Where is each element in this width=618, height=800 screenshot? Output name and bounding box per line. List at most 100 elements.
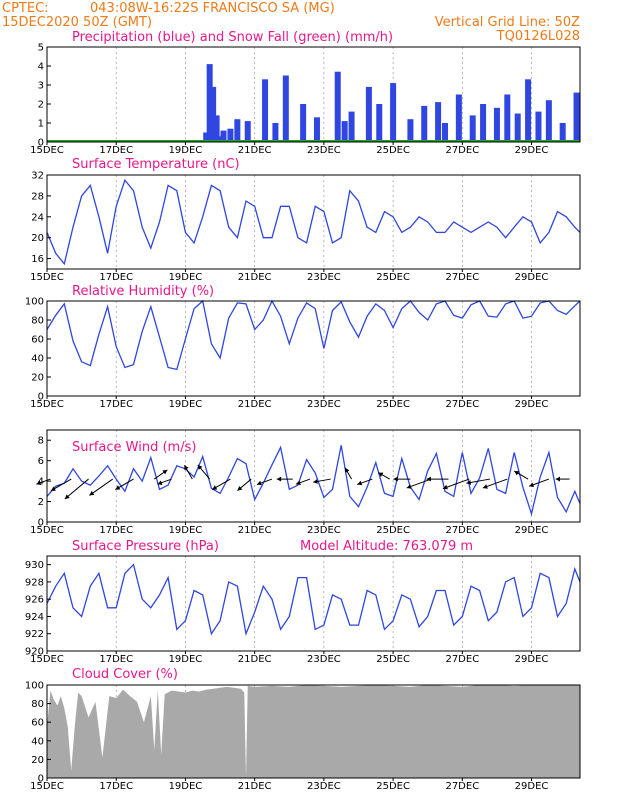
xtick-label: 21DEC [238,654,272,665]
ytick-label: 80 [31,316,44,327]
precip-bar [545,100,552,142]
precip-bar [262,79,269,142]
humidity-frame [46,300,581,397]
xtick-label: 27DEC [445,781,479,792]
model-label: TQ0126L028 [496,29,580,44]
wind-arrow-shaft [442,478,470,490]
temp-title: Surface Temperature (nC) [72,157,240,172]
ytick-label: 2 [38,497,44,508]
precip-bar [244,121,251,142]
ytick-label: 6 [38,456,44,467]
precip-bar [334,71,341,142]
ytick-label: 80 [31,699,44,710]
precip-bar [435,102,442,142]
temp-frame [46,174,581,270]
xtick-label: 15DEC [30,781,64,792]
precip-bar [348,111,355,142]
panels: 0 1 2 3 4 5 15DEC 17DEC 19DEC 21DEC 23DEC 25DEC 27DE… [25,30,581,792]
xtick-label: 27DEC [445,272,479,283]
wind-arrow [211,478,231,490]
wind-arrow-head [313,479,318,484]
wind-arrow-head [276,476,282,482]
source-label: CPTEC: [2,1,49,16]
xtick-label: 23DEC [307,145,341,156]
precip-bar [210,86,217,142]
cloud-title: Cloud Cover (%) [72,667,178,682]
pressure-panel: 920 922 924 926 928 930 15DEC 17DEC 19DEC 21DEC 23… [25,539,581,665]
wind-arrow [183,464,193,480]
xtick-label: 29DEC [515,272,549,283]
wind-arrow-head [378,472,384,477]
precip-bar [220,130,227,142]
ytick-label: 60 [31,335,44,346]
ytick-label: 20 [31,233,44,244]
wind-arrow [157,478,172,485]
wind-title: Surface Wind (m/s) [72,440,196,455]
wind-arrow-head [426,476,431,482]
ytick-label: 0 [38,392,44,403]
precip-bar [480,104,487,142]
temp-line [46,178,581,266]
wind-arrow [50,478,72,492]
xtick-label: 17DEC [99,145,133,156]
wind-arrow-head [212,485,218,490]
precip-bar [365,86,372,142]
precip-bar [442,123,449,142]
xtick-label: 27DEC [445,654,479,665]
precip-bar [535,111,542,142]
ytick-label: 0 [38,518,44,529]
ytick-label: 8 [38,436,44,447]
wind-arrow [312,478,331,484]
xtick-label: 29DEC [515,654,549,665]
wind-arrow [197,464,211,480]
xtick-label: 19DEC [169,272,203,283]
precip-bar [559,123,566,142]
pressure-frame [46,555,581,652]
ytick-label: 2 [38,100,44,111]
xtick-label: 29DEC [515,781,549,792]
precip-bar [300,104,307,142]
xtick-label: 21DEC [238,399,272,410]
ytick-label: 24 [31,212,44,223]
xtick-label: 27DEC [445,399,479,410]
xtick-label: 17DEC [99,399,133,410]
xtick-label: 29DEC [515,525,549,536]
xtick-label: 25DEC [376,399,410,410]
precip-bar [525,79,532,142]
ytick-label: 32 [31,171,44,182]
ytick-label: 20 [31,755,44,766]
ytick-label: 60 [31,718,44,729]
precip-frame [46,46,581,143]
run-label: 15DEC2020 50Z (GMT) [2,15,152,30]
xtick-label: 27DEC [445,525,479,536]
ytick-label: 20 [31,373,44,384]
xtick-label: 17DEC [99,272,133,283]
xtick-label: 19DEC [169,654,203,665]
wind-arrow-head [50,486,56,491]
xtick-label: 17DEC [99,654,133,665]
xtick-label: 15DEC [30,272,64,283]
wind-arrow [276,476,293,482]
precip-bar [514,113,521,142]
wind-arrow-head [184,465,189,471]
precip-panel: 0 1 2 3 4 5 15DEC 17DEC 19DEC 21DEC 23DEC 25DEC 27DE… [30,30,581,156]
header: CPTEC: 043:08W-16:22S FRANCISCO SA (MG) … [2,1,580,44]
wind-arrow [344,467,353,480]
precip-bar [203,132,210,142]
xtick-label: 29DEC [515,145,549,156]
xtick-label: 15DEC [30,525,64,536]
temp-panel: 16 20 24 28 32 15DEC 17DEC 19DEC 21DEC 23DEC 25DEC… [30,157,581,283]
ytick-label: 0 [38,138,44,149]
ytick-label: 1 [38,119,44,130]
ytick-label: 40 [31,354,44,365]
grid-note-label: Vertical Grid Line: 50Z [435,15,580,30]
xtick-label: 23DEC [307,654,341,665]
cloud-panel: 0 20 40 60 80 100 15DEC 17DEC 19DEC 21DEC 23DEC 25D… [25,667,581,792]
ytick-label: 920 [25,647,44,658]
wind-arrow-head [162,469,168,475]
wind-arrow [513,470,529,480]
ytick-label: 922 [25,629,44,640]
wind-arrow-head [157,480,163,485]
precip-bar [217,136,224,142]
ytick-label: 4 [38,477,44,488]
